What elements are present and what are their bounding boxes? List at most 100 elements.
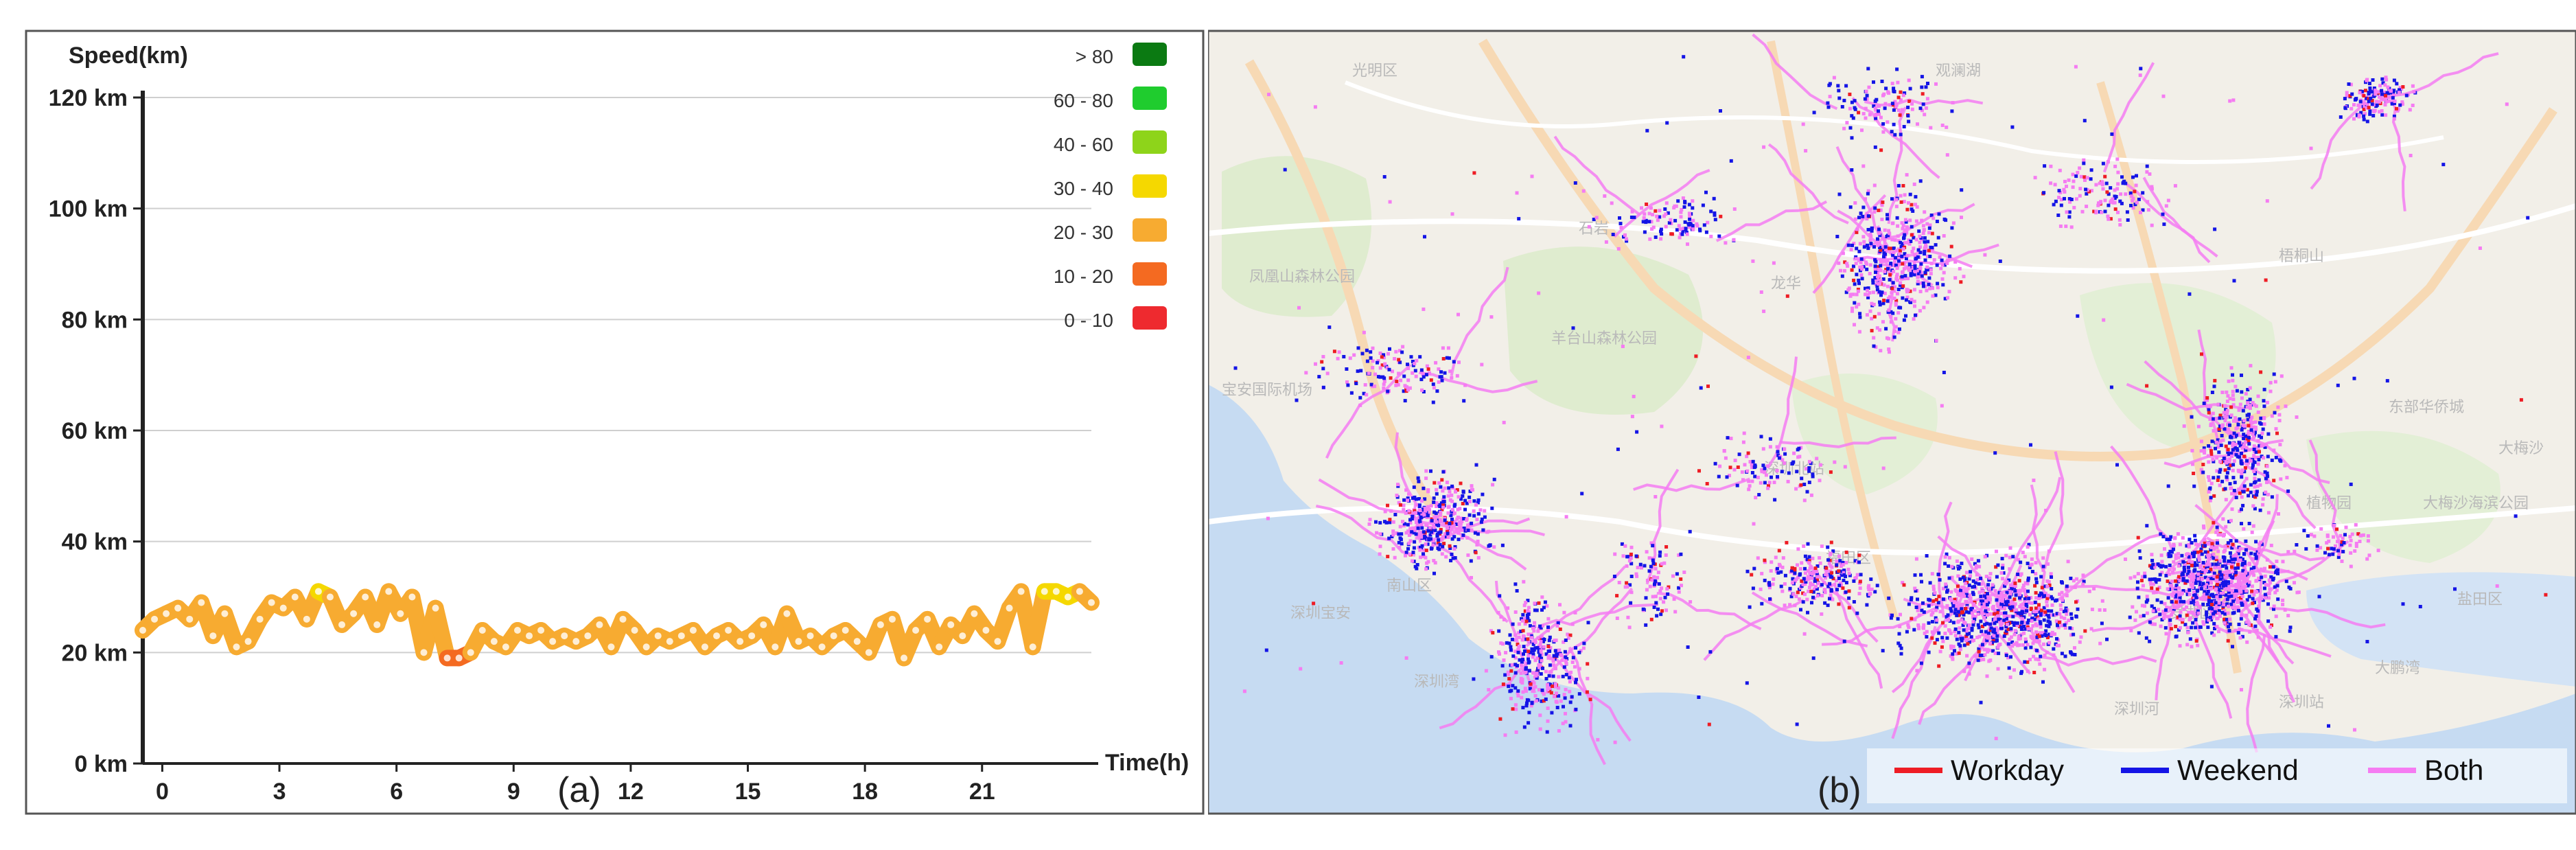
both-point	[1865, 262, 1868, 266]
weekend-point	[1540, 608, 1544, 612]
weekend-point	[2207, 408, 2211, 411]
both-point	[1533, 601, 1536, 605]
both-point	[1560, 654, 1564, 657]
both-point	[1859, 242, 1862, 245]
workday-point	[2038, 635, 2041, 639]
weekend-point	[1807, 542, 1810, 546]
weekend-point	[2021, 610, 2024, 613]
both-point	[1367, 371, 1371, 375]
both-point	[1485, 531, 1489, 534]
weekend-point	[2236, 455, 2240, 459]
workday-point	[1778, 549, 1781, 553]
both-point	[2172, 560, 2175, 564]
both-point	[1435, 505, 1438, 508]
both-point	[2211, 458, 2214, 461]
both-point	[1981, 633, 1984, 636]
weekend-point	[1350, 391, 1354, 395]
weekend-point	[1467, 496, 1471, 499]
legend-swatch	[1133, 262, 1167, 286]
both-point	[1533, 685, 1537, 689]
weekend-point	[1548, 663, 1552, 667]
weekend-point	[1703, 223, 1706, 227]
weekend-point	[2026, 562, 2030, 565]
both-point	[2278, 419, 2282, 422]
weekend-point	[2205, 610, 2208, 614]
both-point	[2047, 641, 2051, 645]
weekend-point	[1417, 476, 1420, 480]
both-point	[1858, 330, 1861, 334]
weekend-point	[2005, 654, 2008, 657]
workday-point	[2384, 94, 2387, 97]
both-point	[2221, 517, 2225, 520]
speed-point	[373, 621, 380, 628]
both-point	[1571, 661, 1575, 664]
weekend-point	[1783, 452, 1787, 456]
both-point	[2023, 593, 2027, 597]
workday-point	[2058, 621, 2061, 624]
weekend-point	[2233, 566, 2237, 570]
weekend-point	[1582, 642, 1586, 645]
both-point	[1458, 507, 1461, 510]
both-point	[2098, 608, 2102, 612]
weekend-point	[1886, 299, 1890, 303]
both-point	[2374, 93, 2377, 96]
speed-point	[936, 643, 942, 650]
both-point	[1530, 636, 1533, 639]
both-point	[1531, 689, 1534, 693]
weekend-point	[1511, 684, 1514, 687]
weekend-point	[1827, 106, 1831, 109]
weekend-point	[2209, 496, 2213, 499]
both-point	[2286, 614, 2290, 617]
weekend-point	[1997, 618, 2000, 621]
weekend-point	[2289, 625, 2293, 629]
both-point	[1874, 114, 1877, 117]
weekend-point	[2170, 600, 2174, 604]
both-point	[2257, 439, 2260, 443]
weekend-point	[1548, 674, 1551, 678]
both-point	[2003, 614, 2006, 618]
weekend-point	[1909, 87, 1912, 91]
both-point	[2047, 580, 2051, 584]
weekend-point	[2240, 374, 2243, 377]
both-point	[2179, 626, 2182, 630]
both-point	[1662, 600, 1665, 604]
weekend-point	[1899, 306, 1902, 310]
both-point	[1678, 236, 1682, 240]
both-point	[1964, 582, 1967, 586]
workday-point	[2174, 600, 2178, 604]
both-point	[1867, 588, 1870, 591]
both-point	[2010, 635, 2013, 639]
both-point	[2196, 577, 2200, 581]
weekend-point	[2220, 434, 2224, 437]
x-tick-label: 0	[156, 779, 169, 805]
both-point	[2034, 630, 2038, 634]
both-point	[1435, 520, 1438, 524]
weekend-point	[1837, 584, 1841, 587]
both-point	[1521, 638, 1524, 641]
both-point	[1879, 116, 1883, 119]
weekend-point	[2209, 599, 2213, 603]
speed-point	[666, 638, 673, 645]
weekend-point	[1884, 245, 1888, 249]
speed-point	[643, 643, 650, 650]
weekend-point	[1531, 701, 1534, 704]
both-point	[1877, 312, 1881, 316]
both-point	[2152, 609, 2155, 612]
both-point	[2111, 198, 2114, 201]
both-point	[2203, 538, 2206, 542]
both-point	[1435, 488, 1438, 492]
both-point	[1956, 593, 1960, 596]
weekend-point	[2201, 603, 2205, 606]
weekend-point	[1916, 597, 1919, 601]
both-point	[1397, 546, 1401, 549]
weekend-point	[1642, 608, 1645, 611]
weekend-point	[1411, 515, 1414, 518]
speed-point	[315, 588, 322, 595]
workday-point	[2242, 455, 2246, 458]
weekend-point	[2190, 415, 2194, 419]
weekend-point	[2286, 490, 2290, 493]
both-point	[1808, 586, 1811, 589]
both-point	[2104, 198, 2107, 202]
both-point	[2179, 543, 2182, 547]
